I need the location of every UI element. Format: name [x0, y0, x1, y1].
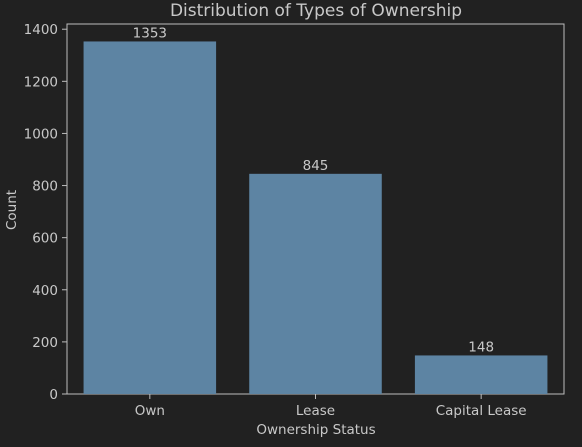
- y-tick-label: 400: [32, 283, 58, 299]
- x-tick-label: Own: [135, 403, 165, 419]
- data-label: 148: [468, 339, 494, 355]
- y-tick-label: 1200: [24, 74, 58, 90]
- chart-title: Distribution of Types of Ownership: [170, 1, 462, 21]
- y-tick-label: 200: [32, 335, 58, 351]
- bar-own: [83, 41, 217, 395]
- y-tick-label: 0: [49, 387, 58, 403]
- y-axis-label: Count: [4, 190, 20, 230]
- bar-lease: [249, 173, 382, 394]
- plot-area: 0 200 400 600 800 1000 1200 1400 1353 Own 845 Lease…: [24, 22, 565, 419]
- y-tick-label: 1000: [24, 126, 58, 142]
- x-tick-label: Capital Lease: [436, 403, 527, 419]
- y-tick-label: 1400: [24, 22, 58, 38]
- x-axis-label: Ownership Status: [256, 422, 375, 438]
- data-label: 845: [303, 158, 329, 174]
- y-tick-label: 800: [32, 179, 58, 195]
- data-label: 1353: [133, 25, 167, 41]
- y-tick-label: 600: [32, 231, 58, 247]
- bar-capital-lease: [414, 355, 548, 394]
- x-tick-label: Lease: [296, 403, 335, 419]
